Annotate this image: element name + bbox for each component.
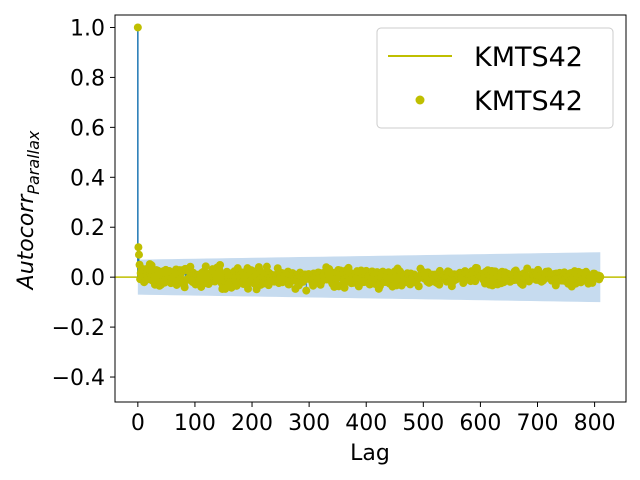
y-axis: −0.4 −0.2 0.0 0.2 0.4 0.6 0.8 1.0 xyxy=(52,16,115,391)
legend-marker-swatch xyxy=(415,95,425,105)
legend-frame xyxy=(376,27,614,129)
acf-point xyxy=(201,262,210,271)
legend: KMTS42 KMTS42 xyxy=(376,27,614,129)
x-tick-label: 700 xyxy=(517,411,559,436)
plot-frame xyxy=(114,14,627,403)
x-axis-label: Lag xyxy=(350,441,390,466)
acf-point xyxy=(134,250,143,259)
acf-point xyxy=(596,272,605,281)
legend-entry-line: KMTS42 xyxy=(474,42,583,73)
acf-point xyxy=(134,243,143,252)
legend-entry-markers: KMTS42 xyxy=(474,86,583,117)
y-axis-label: AutocorrParallax xyxy=(14,130,43,291)
x-tick-label: 800 xyxy=(574,411,616,436)
acf-point xyxy=(186,262,195,271)
x-tick-label: 200 xyxy=(231,411,273,436)
x-tick-label: 600 xyxy=(459,411,501,436)
points xyxy=(133,23,605,295)
y-tick-label: 0.6 xyxy=(70,116,105,141)
acf-point xyxy=(180,283,189,292)
y-tick-label: 0.0 xyxy=(70,266,105,291)
acf-point xyxy=(302,286,311,295)
x-tick-label: 100 xyxy=(174,411,216,436)
x-tick-label: 400 xyxy=(345,411,387,436)
x-axis: 0 100 200 300 400 500 600 700 800 xyxy=(131,402,616,436)
y-tick-label: 1.0 xyxy=(70,16,105,41)
y-axis-label-subscript: Parallax xyxy=(24,130,43,195)
acf-point xyxy=(471,277,480,286)
acf-point xyxy=(216,260,225,269)
acf-point xyxy=(518,280,527,289)
x-tick-label: 500 xyxy=(402,411,444,436)
x-tick-label: 0 xyxy=(131,411,145,436)
acf-point xyxy=(244,284,253,293)
acf-point xyxy=(262,262,271,271)
x-tick-label: 300 xyxy=(288,411,330,436)
y-tick-label: 0.4 xyxy=(70,166,105,191)
y-tick-label: −0.4 xyxy=(52,366,105,391)
y-tick-label: 0.8 xyxy=(70,66,105,91)
y-tick-label: −0.2 xyxy=(52,316,105,341)
acf-point xyxy=(133,23,142,32)
plot-area xyxy=(115,23,626,303)
y-axis-label-base: Autocorr xyxy=(14,193,39,292)
y-tick-label: 0.2 xyxy=(70,216,105,241)
acf-point xyxy=(414,282,423,291)
